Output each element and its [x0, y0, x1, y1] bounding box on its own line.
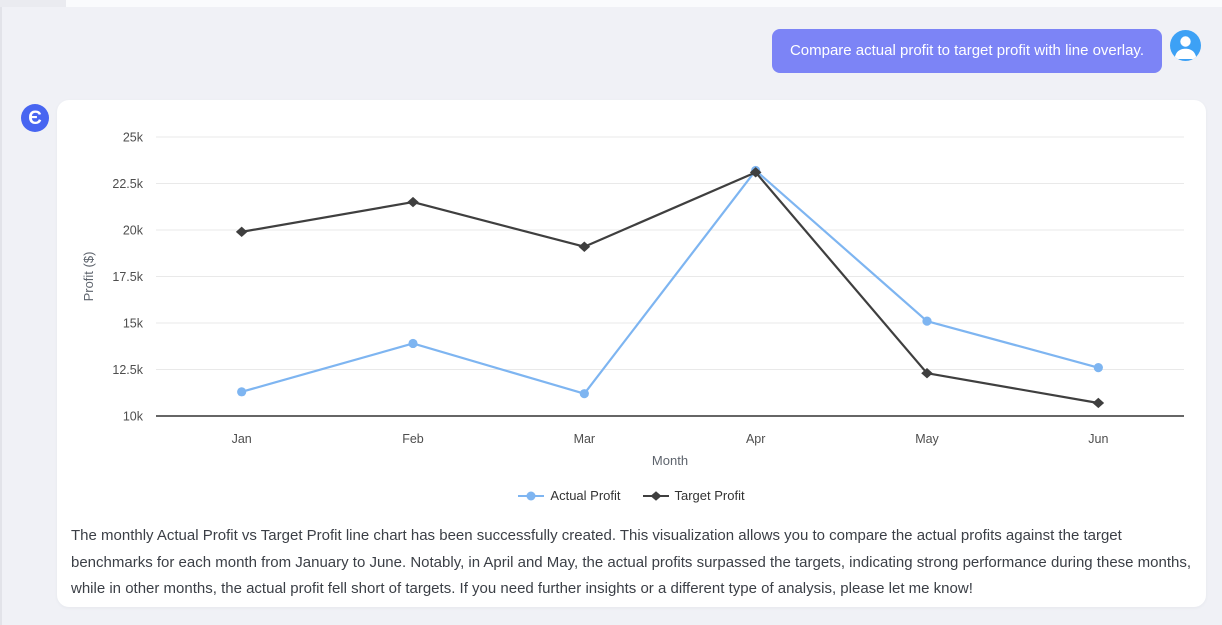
- echarts-logo-icon: Є: [28, 107, 42, 129]
- x-tick-label: May: [915, 432, 939, 446]
- legend-item-actual-profit[interactable]: Actual Profit: [518, 488, 621, 503]
- y-tick-label: 15k: [123, 317, 144, 331]
- user-message-bubble: Compare actual profit to target profit w…: [771, 29, 1162, 73]
- data-point-circle[interactable]: [408, 338, 418, 349]
- x-tick-label: Jan: [232, 432, 252, 446]
- series-line-actual-profit: [240, 169, 1100, 395]
- data-point-circle[interactable]: [579, 389, 589, 399]
- data-point-diamond[interactable]: [235, 226, 248, 238]
- data-point-diamond[interactable]: [578, 241, 591, 252]
- x-tick-label: Feb: [402, 432, 424, 446]
- data-point-circle[interactable]: [1093, 363, 1103, 373]
- data-point-circle[interactable]: [922, 316, 932, 326]
- y-tick-label: 20k: [123, 224, 144, 238]
- legend-item-target-profit[interactable]: Target Profit: [642, 488, 745, 503]
- data-point-diamond[interactable]: [1092, 397, 1105, 409]
- x-tick-label: Jun: [1088, 432, 1108, 446]
- window-top-corner: [0, 0, 66, 7]
- chart-card: 10k 12.5k 15k 17.5k 20k 22.5k 25k Jan Feb Mar Apr M…: [57, 100, 1206, 607]
- person-icon: [1174, 36, 1197, 59]
- x-tick-label: Apr: [746, 432, 765, 446]
- x-axis-title: Month: [652, 453, 688, 468]
- assistant-avatar: Є: [21, 104, 49, 132]
- y-tick-label: 10k: [123, 410, 144, 424]
- data-point-circle[interactable]: [237, 387, 247, 397]
- legend-label: Target Profit: [674, 488, 745, 503]
- data-point-diamond[interactable]: [749, 167, 762, 178]
- line-chart[interactable]: 10k 12.5k 15k 17.5k 20k 22.5k 25k Jan Feb Mar Apr M…: [57, 100, 1206, 512]
- data-point-diamond[interactable]: [407, 196, 419, 208]
- y-tick-label: 22.5k: [112, 177, 143, 191]
- y-tick-label: 12.5k: [112, 363, 143, 377]
- legend-marker-circle-icon: [518, 491, 545, 500]
- y-axis-title: Profit ($): [81, 252, 96, 302]
- y-tick-label: 17.5k: [112, 270, 143, 284]
- user-message-row: Compare actual profit to target profit w…: [771, 29, 1201, 73]
- window-left-edge: [0, 0, 2, 625]
- window-top-strip: [66, 0, 1222, 7]
- assistant-response-text: The monthly Actual Profit vs Target Prof…: [71, 527, 1192, 597]
- data-point-diamond[interactable]: [921, 368, 933, 379]
- legend-marker-diamond-icon: [642, 490, 669, 501]
- chart-legend: Actual Profit Target Profit: [57, 488, 1206, 503]
- user-avatar: [1170, 30, 1201, 61]
- x-tick-label: Mar: [574, 432, 596, 446]
- y-tick-label: 25k: [123, 131, 144, 145]
- series-line-target-profit: [240, 171, 1100, 405]
- legend-label: Actual Profit: [550, 488, 621, 503]
